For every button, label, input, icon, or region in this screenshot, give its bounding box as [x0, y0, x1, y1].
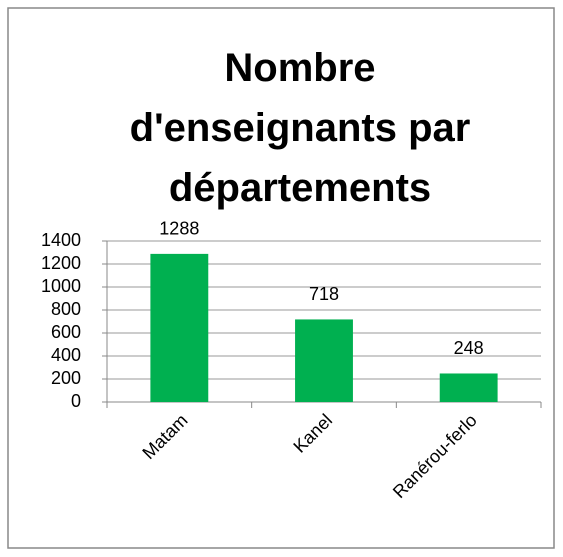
y-tick-label: 200	[51, 368, 81, 388]
data-label: 1288	[159, 219, 199, 239]
y-tick-label: 400	[51, 345, 81, 365]
y-tick-label: 1200	[41, 253, 81, 273]
chart-border	[7, 7, 555, 549]
chart-title: Nombre d'enseignants par départements	[129, 46, 471, 210]
y-tick-label: 600	[51, 322, 81, 342]
bar	[295, 319, 353, 402]
bar	[439, 373, 498, 402]
y-tick-label: 1000	[41, 276, 81, 296]
y-tick-label: 0	[71, 391, 81, 411]
bar	[150, 253, 209, 402]
data-label: 248	[454, 338, 484, 358]
data-label: 718	[309, 284, 339, 304]
y-tick-label: 1400	[41, 230, 81, 250]
y-tick-label: 800	[51, 299, 81, 319]
